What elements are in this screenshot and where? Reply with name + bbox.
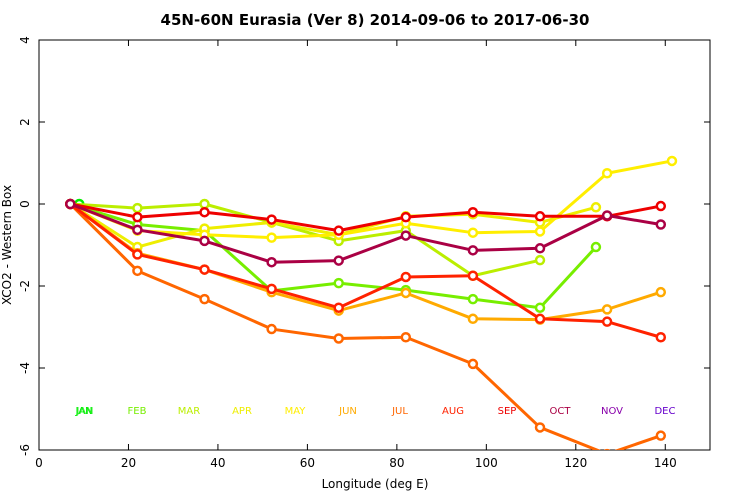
- series-point-sep: [467, 206, 479, 218]
- series-group: [65, 155, 678, 450]
- series-point-sep: [132, 211, 143, 223]
- series-point-feb: [534, 302, 546, 313]
- legend-label-apr: APR: [232, 406, 252, 417]
- y-tick-label: 0: [18, 200, 32, 208]
- series-point-may: [666, 155, 678, 167]
- series-point-aug: [333, 302, 344, 313]
- series-point-feb: [333, 277, 344, 289]
- x-tick-label: 60: [300, 456, 315, 470]
- series-point-aug: [601, 316, 613, 327]
- series-point-feb: [467, 293, 479, 305]
- series-point-oct: [199, 235, 210, 247]
- series-line-aug: [69, 202, 662, 339]
- series-point-jul: [400, 332, 412, 343]
- series-line-oct: [69, 202, 662, 264]
- series-point-jul: [467, 358, 479, 370]
- series-point-jun: [400, 287, 412, 299]
- legend-label-oct: OCT: [550, 406, 572, 417]
- legend-label-mar: MAR: [178, 406, 200, 417]
- y-tick-label: -4: [18, 362, 32, 374]
- series-line-sep: [70, 202, 662, 233]
- series-line-jun: [69, 202, 662, 322]
- x-tick-label: 80: [389, 456, 404, 470]
- series-point-oct: [132, 224, 143, 236]
- series-point-aug: [400, 271, 412, 283]
- y-tick-label: 4: [18, 36, 32, 44]
- x-axis-label: Longitude (deg E): [322, 477, 429, 491]
- series-layer: [65, 155, 678, 450]
- series-point-oct: [333, 255, 344, 266]
- series-point-may: [534, 226, 546, 237]
- series-point-mar: [534, 254, 546, 266]
- series-point-may: [601, 168, 613, 179]
- y-tick-label: 2: [18, 118, 32, 126]
- series-point-mar: [132, 202, 143, 214]
- series-point-feb: [590, 241, 602, 253]
- series-point-sep: [333, 225, 344, 236]
- series-line-mar: [70, 202, 541, 278]
- series-point-jul: [534, 422, 546, 433]
- legend-label-may: MAY: [285, 406, 307, 417]
- series-point-apr: [590, 202, 602, 213]
- series-point-jul: [655, 430, 667, 441]
- legend-label-jun: JUN: [338, 406, 357, 417]
- chart-title: 45N-60N Eurasia (Ver 8) 2014-09-06 to 20…: [161, 11, 590, 29]
- plot-area-frame: [38, 39, 711, 451]
- series-point-may: [467, 227, 479, 238]
- y-tick-label: -2: [18, 280, 32, 292]
- y-axis-label: XCO2 - Western Box: [0, 185, 14, 305]
- legend-label-aug: AUG: [442, 406, 464, 417]
- axis-ticks: 0 20 40 60 80 100 120 140 -6 -4 -2 0 2 4: [18, 36, 710, 470]
- series-point-sep: [199, 206, 210, 218]
- series-point-aug: [132, 249, 143, 260]
- series-point-aug: [199, 264, 210, 275]
- series-line-jul: [69, 202, 662, 450]
- x-tick-label: 100: [475, 456, 498, 470]
- series-point-jun: [467, 313, 479, 325]
- series-point-jul: [333, 333, 344, 344]
- series-point-oct: [601, 210, 613, 221]
- series-point-jul: [603, 448, 611, 450]
- series-point-jul: [266, 323, 277, 335]
- series-point-oct: [65, 198, 76, 210]
- legend-label-sep: SEP: [498, 406, 517, 417]
- x-tick-label: 120: [564, 456, 587, 470]
- series-point-aug: [266, 283, 277, 295]
- series-point-jul: [132, 265, 143, 277]
- x-tick-label: 140: [654, 456, 677, 470]
- legend-label-jan-overstrike: JAN: [75, 406, 93, 417]
- legend-label-jul: JUL: [391, 406, 408, 417]
- series-point-jun: [601, 304, 613, 315]
- series-point-sep: [266, 214, 277, 225]
- series-point-oct: [655, 219, 667, 230]
- series-point-aug: [655, 332, 667, 343]
- series-point-jun: [655, 286, 667, 298]
- legend-label-jan: JAN: [74, 406, 92, 417]
- legend-label-dec: DEC: [654, 406, 675, 417]
- series-point-may: [266, 232, 277, 243]
- series-point-sep: [534, 211, 546, 222]
- series-point-mar: [199, 198, 210, 210]
- legend-label-feb: FEB: [128, 406, 147, 417]
- series-point-aug: [467, 270, 479, 281]
- series-point-sep: [655, 200, 667, 212]
- series-point-oct: [467, 245, 479, 256]
- x-tick-label: 40: [210, 456, 225, 470]
- x-tick-label: 20: [121, 456, 136, 470]
- series-point-oct: [534, 243, 546, 254]
- series-point-oct: [266, 256, 277, 268]
- series-point-sep: [400, 211, 412, 223]
- series-point-aug: [534, 313, 546, 325]
- legend-label-nov: NOV: [601, 406, 623, 417]
- x-tick-label: 0: [35, 456, 43, 470]
- y-tick-label: -6: [18, 444, 32, 456]
- series-line-may: [69, 159, 673, 240]
- series-point-oct: [400, 230, 412, 241]
- series-point-jul: [199, 293, 210, 305]
